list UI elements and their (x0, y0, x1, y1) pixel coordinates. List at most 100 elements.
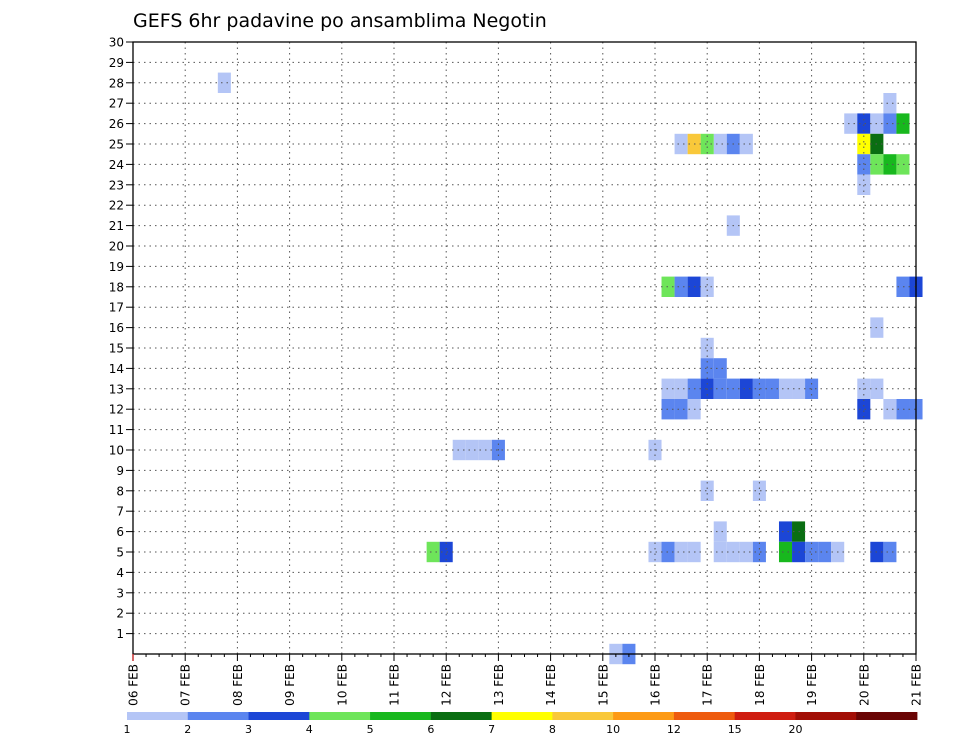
precip-cell (700, 358, 714, 379)
x-tick-label: 18 FEB (753, 664, 767, 706)
y-tick-label: 8 (116, 484, 124, 498)
y-tick-label: 15 (109, 342, 124, 356)
y-tick-label: 1 (116, 627, 124, 641)
y-tick-label: 22 (109, 199, 124, 213)
y-tick-label: 23 (109, 178, 124, 192)
y-tick-label: 5 (116, 546, 124, 560)
precip-cell (739, 378, 753, 399)
x-tick-label: 19 FEB (805, 664, 819, 706)
precip-cell (439, 541, 453, 563)
legend-swatch (552, 712, 614, 720)
y-tick-label: 17 (109, 301, 124, 315)
y-tick-label: 2 (116, 607, 124, 621)
x-tick-label: 06 FEB (127, 664, 141, 706)
y-tick-label: 10 (109, 444, 124, 458)
precip-cell (778, 378, 793, 399)
y-tick-label: 21 (109, 219, 124, 233)
x-tick-label: 20 FEB (857, 664, 871, 706)
y-tick-label: 28 (109, 76, 124, 90)
precip-cell (805, 541, 819, 563)
y-tick-label: 7 (116, 505, 124, 519)
precip-cell (217, 72, 231, 93)
color-legend: 1 2 3 4 5 6 7 8 10 12 15 20 (124, 712, 918, 736)
precip-cell (661, 541, 675, 563)
precip-cell (896, 154, 910, 175)
precip-cell (857, 399, 871, 420)
precip-cell (896, 399, 910, 420)
legend-swatch (795, 712, 857, 720)
precip-cell (818, 541, 832, 563)
precip-cell (452, 439, 466, 461)
precip-cell (896, 276, 910, 297)
legend-label: 10 (606, 723, 620, 736)
x-tick-label: 14 FEB (544, 664, 558, 706)
x-tick-label: 11 FEB (388, 664, 402, 706)
legend-label: 5 (367, 723, 374, 736)
x-tick-label: 21 FEB (910, 664, 924, 706)
y-tick-label: 18 (109, 280, 124, 294)
legend-label: 2 (184, 723, 191, 736)
precip-cell (883, 113, 897, 134)
y-tick-label: 25 (109, 138, 124, 152)
precip-cell (752, 480, 766, 501)
precip-cell (713, 358, 727, 379)
precip-cell (713, 133, 727, 155)
precip-cell (857, 133, 871, 155)
legend-label: 12 (667, 723, 681, 736)
y-tick-label: 19 (109, 260, 124, 274)
precip-cells (217, 72, 923, 665)
legend-label: 6 (427, 723, 434, 736)
precip-cell (857, 113, 871, 134)
precip-cell (661, 399, 675, 420)
x-tick-label: 15 FEB (596, 664, 610, 706)
x-tick-label: 12 FEB (440, 664, 454, 706)
precip-cell (739, 541, 753, 563)
legend-swatch (430, 712, 493, 720)
legend-label: 7 (488, 723, 495, 736)
legend-swatch (673, 712, 736, 720)
y-tick-label: 27 (109, 97, 124, 111)
legend-swatch (127, 712, 189, 720)
precip-cell (674, 541, 688, 563)
precip-cell (713, 521, 727, 542)
precip-cell (700, 133, 714, 155)
y-tick-label: 16 (109, 321, 124, 335)
legend-label: 8 (549, 723, 556, 736)
x-axis: 06 FEB 07 FEB 08 FEB 09 FEB 10 FEB 11 FEB 12 F… (127, 654, 924, 706)
legend-label: 20 (788, 723, 802, 736)
precip-cell (674, 378, 688, 399)
precip-cell (674, 133, 688, 155)
precip-cell (465, 439, 479, 461)
legend-swatch (309, 712, 371, 720)
y-axis: 1234567891011121314151617181920212223242… (109, 36, 133, 641)
precip-cell (778, 541, 793, 563)
legend-swatch (370, 712, 432, 720)
precip-cell (752, 541, 766, 563)
precip-cell (661, 378, 675, 399)
y-tick-label: 26 (109, 117, 124, 131)
y-tick-label: 12 (109, 403, 124, 417)
y-tick-label: 6 (116, 525, 124, 539)
precip-cell (883, 399, 897, 420)
x-tick-label: 16 FEB (649, 664, 663, 706)
y-tick-label: 30 (109, 36, 124, 50)
precip-cell (778, 521, 793, 542)
legend-label: 15 (728, 723, 742, 736)
precip-cell (700, 276, 714, 297)
precip-cell (883, 93, 897, 114)
legend-label: 1 (124, 723, 131, 736)
precip-cell (896, 113, 910, 134)
precip-cell (739, 133, 753, 155)
x-tick-label: 07 FEB (179, 664, 193, 706)
legend-swatch (248, 712, 310, 720)
y-tick-label: 9 (116, 464, 124, 478)
x-tick-label: 10 FEB (335, 664, 349, 706)
precip-cell (700, 480, 714, 501)
legend-label: 3 (245, 723, 252, 736)
x-tick-label: 13 FEB (492, 664, 506, 706)
legend-swatch (187, 712, 249, 720)
precip-cell (713, 378, 727, 399)
y-tick-label: 20 (109, 240, 124, 254)
legend-swatch (613, 712, 675, 720)
